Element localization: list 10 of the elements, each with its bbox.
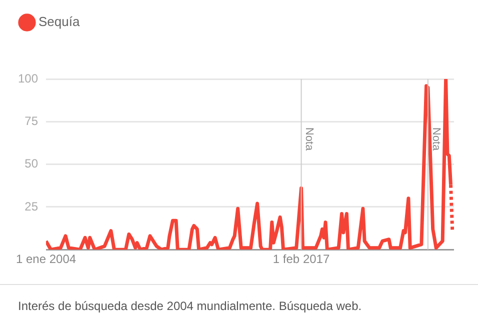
text: Interés de búsqueda desde 2004 mundialmente. Búsqueda web.: [18, 299, 363, 313]
y-tick-label: 75: [24, 114, 38, 128]
y-tick-label: 100: [18, 71, 38, 86]
x-tick-label: 1 feb 2017: [272, 252, 330, 266]
legend-label: Sequía: [38, 14, 80, 30]
ref-line-label: Nota: [303, 127, 316, 152]
x-tick-label: 1 ene 2004: [16, 252, 76, 266]
y-tick-label: 50: [24, 156, 38, 171]
y-tick-label: 25: [24, 199, 38, 214]
ref-line-label: Nota: [430, 127, 442, 152]
